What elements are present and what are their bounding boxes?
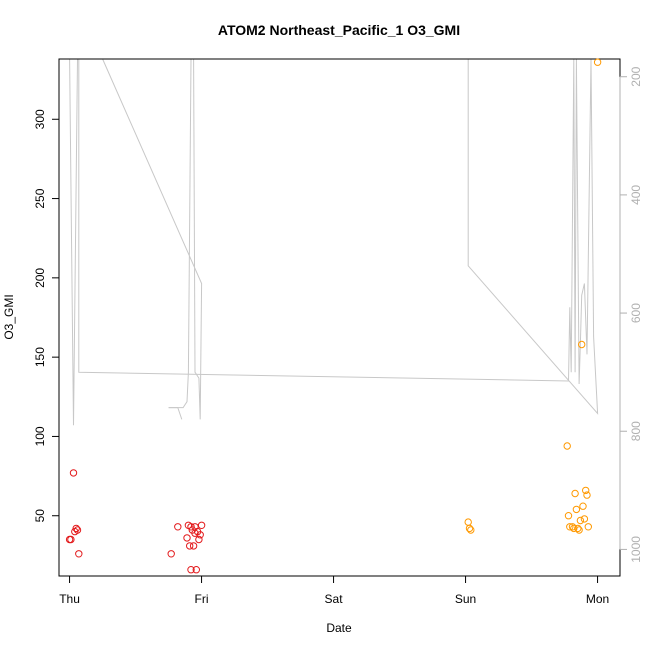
right-tick-label: 200 xyxy=(629,66,643,86)
right-tick-label: 600 xyxy=(629,303,643,323)
data-point-series-1 xyxy=(568,523,577,531)
data-point-series-1 xyxy=(464,518,472,526)
y-tick-label: 250 xyxy=(33,188,47,208)
data-point-series-1 xyxy=(584,523,592,531)
y-tick-label: 200 xyxy=(33,268,47,288)
data-point-series-0 xyxy=(75,550,83,558)
data-point-series-0 xyxy=(72,524,80,533)
data-point-series-1 xyxy=(467,526,475,534)
data-point-series-0 xyxy=(183,534,191,542)
data-point-series-1 xyxy=(582,486,590,495)
y-axis-label: O3_GMI xyxy=(2,294,16,339)
y-tick-label: 300 xyxy=(33,109,47,129)
right-axis: 200 400 600 800 1000 xyxy=(619,66,643,563)
data-point-series-1 xyxy=(571,489,579,498)
data-point-series-0 xyxy=(192,566,201,574)
pressure-track-line-0 xyxy=(69,58,599,426)
data-point-series-0 xyxy=(197,521,206,529)
x-tick-label: Fri xyxy=(195,592,209,606)
data-point-series-1 xyxy=(578,340,586,349)
data-point-series-1 xyxy=(566,523,574,531)
y-tick-label: 100 xyxy=(33,426,47,446)
x-axis-label: Date xyxy=(326,621,352,635)
x-tick-label: Sun xyxy=(455,592,476,606)
x-axis: Thu Fri Sat Sun Mon xyxy=(59,575,609,606)
data-point-series-1 xyxy=(570,524,578,533)
right-tick-label: 800 xyxy=(629,421,643,441)
data-point-series-1 xyxy=(575,526,583,534)
y-axis: 50 100 150 200 250 300 xyxy=(33,109,60,523)
x-tick-label: Thu xyxy=(59,592,80,606)
pressure-track xyxy=(69,58,599,426)
pressure-track-line-1 xyxy=(102,58,203,420)
data-point-series-1 xyxy=(579,502,587,510)
data-point-series-0 xyxy=(186,542,194,550)
data-point-series-1 xyxy=(574,524,582,533)
data-point-series-1 xyxy=(576,516,585,525)
data-point-series-0 xyxy=(69,469,78,477)
data-point-series-1 xyxy=(572,505,581,514)
data-point-series-0 xyxy=(167,550,175,558)
data-point-series-0 xyxy=(196,531,204,539)
data-point-series-1 xyxy=(580,515,589,523)
data-point-series-0 xyxy=(73,526,82,534)
data-point-series-0 xyxy=(67,535,75,544)
data-point-series-1 xyxy=(563,442,571,450)
data-point-series-0 xyxy=(187,523,195,531)
data-point-series-1 xyxy=(593,58,602,66)
y-tick-label: 50 xyxy=(33,509,47,523)
x-tick-label: Mon xyxy=(586,592,609,606)
data-point-series-1 xyxy=(465,524,474,533)
data-point-series-0 xyxy=(195,535,203,544)
data-point-series-0 xyxy=(174,523,182,531)
data-points xyxy=(65,58,602,574)
data-point-series-0 xyxy=(187,566,195,574)
data-point-series-1 xyxy=(583,491,591,499)
right-tick-label: 400 xyxy=(629,185,643,205)
x-tick-label: Sat xyxy=(325,592,344,606)
data-point-series-0 xyxy=(189,542,198,550)
right-tick-label: 1000 xyxy=(629,536,643,563)
pressure-track-line-2 xyxy=(168,407,183,420)
data-point-series-1 xyxy=(564,512,573,520)
plot-frame xyxy=(58,58,621,577)
y-tick-label: 150 xyxy=(33,347,47,367)
chart-title: ATOM2 Northeast_Pacific_1 O3_GMI xyxy=(218,22,460,38)
